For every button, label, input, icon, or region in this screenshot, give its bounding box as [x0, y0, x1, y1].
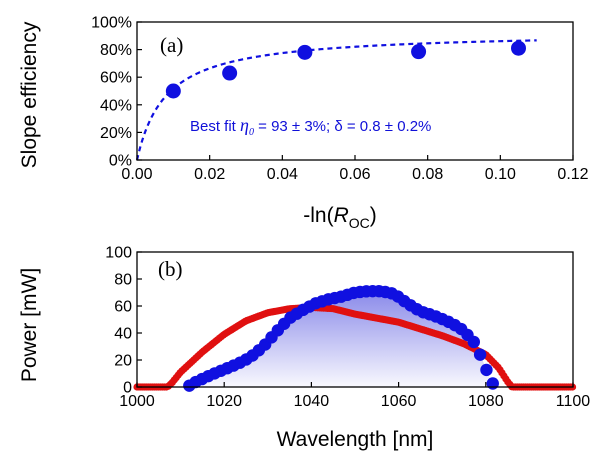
x-label-R: R [334, 204, 349, 227]
panel-b-plot-area [133, 284, 577, 392]
panel-b-y-tick-label: 0 [123, 380, 132, 397]
panel-b-x-tick-label: 1100 [556, 393, 591, 410]
panel-a-y-tick-label: 40% [100, 97, 132, 114]
panel-b-y-ticks: 0 20 40 60 80 100 [105, 245, 142, 397]
x-label-subscript: OC [349, 215, 370, 231]
panel-b-x-tick-label: 1080 [468, 393, 504, 410]
data-point [411, 44, 427, 60]
panel-b-axes-frame [136, 251, 574, 388]
panel-a-slope-efficiency: 0.00 0.02 0.04 0.06 0.08 0.10 0.12 0% 20% 40% 60%… [18, 15, 589, 232]
panel-b-y-tick-label: 100 [105, 245, 132, 262]
x-label-prefix: -ln( [303, 204, 333, 227]
panel-b-x-tick-label: 1040 [294, 393, 330, 410]
blue-spectrum-point [473, 348, 487, 361]
panel-b-y-axis-label: Power [mW] [18, 268, 41, 382]
panel-a-x-tick-label: 0.10 [485, 166, 516, 183]
data-point [297, 44, 313, 60]
panel-a-y-tick-label: 20% [100, 125, 132, 142]
panel-a-x-tick-label: 0.12 [557, 166, 588, 183]
eta-symbol: η [240, 115, 249, 135]
panel-a-y-tick-label: 100% [91, 15, 132, 32]
data-point [511, 40, 526, 56]
panel-b-x-tick-label: 1020 [206, 393, 242, 410]
data-point [222, 65, 238, 81]
panel-a-y-ticks: 0% 20% 40% 60% 80% 100% [91, 15, 142, 170]
panel-b-x-tick-label: 1000 [119, 393, 155, 410]
panel-b-x-tick-label: 1060 [381, 393, 417, 410]
panel-a-x-tick-label: 0.02 [194, 166, 225, 183]
blue-spectrum-point [486, 377, 499, 390]
panel-b-y-tick-label: 60 [114, 299, 132, 316]
best-fit-prefix: Best fit [190, 118, 240, 135]
best-fit-curve [135, 39, 537, 161]
blue-spectrum-point [480, 363, 493, 377]
panel-b-x-axis-label: Wavelength [nm] [277, 428, 434, 451]
panel-b-x-ticks: 1000 1020 1040 1060 1080 1100 [119, 382, 590, 410]
panel-b-spectrum: 1000 1020 1040 1060 1080 1100 0 20 40 60 80 100 (b… [18, 245, 590, 452]
panel-a-y-tick-label: 0% [109, 153, 132, 170]
data-point [165, 83, 181, 99]
panel-a-y-axis-label: Slope efficiency [18, 21, 41, 168]
panel-b-y-tick-label: 80 [114, 272, 132, 289]
blue-spectrum-point [467, 335, 481, 349]
best-fit-values: = 93 ± 3%; δ = 0.8 ± 0.2% [254, 118, 431, 135]
panel-a-x-tick-label: 0.06 [339, 166, 370, 183]
panel-b-y-tick-label: 20 [114, 353, 132, 370]
panel-b-label: (b) [158, 257, 183, 281]
panel-a-x-tick-label: 0.00 [121, 166, 152, 183]
panel-a-y-tick-label: 80% [100, 42, 132, 59]
panel-a-y-tick-label: 60% [100, 70, 132, 87]
panel-a-x-tick-label: 0.04 [267, 166, 298, 183]
panel-a-x-ticks: 0.00 0.02 0.04 0.06 0.08 0.10 0.12 [121, 155, 589, 183]
panel-b-y-tick-label: 40 [114, 326, 132, 343]
panel-a-axes-frame [136, 21, 574, 161]
panel-a-label: (a) [160, 33, 183, 57]
panel-a-plot-area [135, 39, 537, 161]
best-fit-annotation: Best fit η0 = 93 ± 3%; δ = 0.8 ± 0.2% [190, 115, 431, 138]
panel-a-x-tick-label: 0.08 [412, 166, 443, 183]
x-label-suffix: ) [370, 204, 377, 227]
eta-subscript: 0 [249, 127, 254, 138]
panel-a-x-axis-label: -ln(ROC) [303, 204, 377, 231]
